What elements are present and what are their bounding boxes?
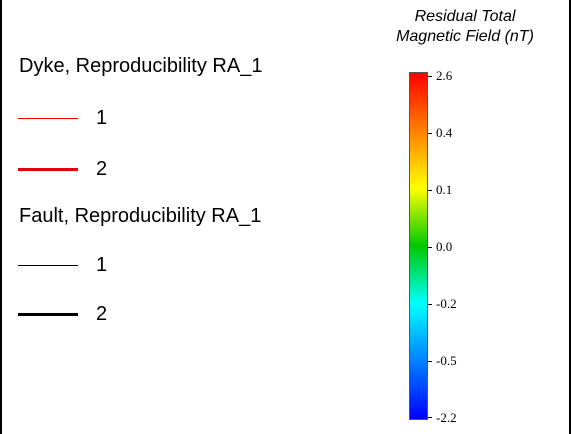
colorbar-tick (428, 133, 432, 134)
dyke-line-2-swatch (18, 168, 78, 171)
colorbar-tick (428, 417, 432, 418)
colorbar-title-line-2: Magnetic Field (nT) (396, 28, 534, 45)
colorbar-tick (428, 76, 432, 77)
colorbar-tick-label: 0.4 (436, 125, 453, 140)
fault-legend-item-2: 2 (18, 302, 218, 326)
dyke-line-1-swatch (18, 118, 78, 119)
colorbar-tick (428, 247, 432, 248)
colorbar-tick-label: -0.5 (436, 353, 457, 368)
colorbar-gradient (409, 72, 428, 420)
colorbar-tick-label: 2.6 (436, 68, 453, 83)
colorbar-tick-label: -0.2 (436, 296, 457, 311)
colorbar-tick-label: 0.0 (436, 239, 453, 254)
fault-legend-item-2-label: 2 (96, 303, 108, 325)
fault-legend-item-1-label: 1 (96, 254, 108, 276)
colorbar-title-line-1: Residual Total (414, 8, 516, 25)
colorbar-tick (428, 361, 432, 362)
colorbar-tick (428, 190, 432, 191)
dyke-legend-item-2-label: 2 (96, 158, 108, 180)
frame-right-border (569, 0, 571, 434)
fault-legend-item-1: 1 (18, 253, 218, 277)
fault-legend-heading: Fault, Reproducibility RA_1 (19, 205, 262, 227)
colorbar-tick-label: 0.1 (436, 182, 453, 197)
dyke-legend-heading: Dyke, Reproducibility RA_1 (19, 55, 263, 77)
colorbar-tick (428, 304, 432, 305)
dyke-legend-item-2: 2 (18, 157, 218, 181)
dyke-legend-item-1: 1 (18, 106, 218, 130)
dyke-legend-item-1-label: 1 (96, 107, 108, 129)
fault-line-2-swatch (18, 313, 78, 316)
frame-left-border (0, 0, 2, 434)
colorbar-tick-label: -2.2 (436, 410, 457, 425)
fault-line-1-swatch (18, 265, 78, 266)
